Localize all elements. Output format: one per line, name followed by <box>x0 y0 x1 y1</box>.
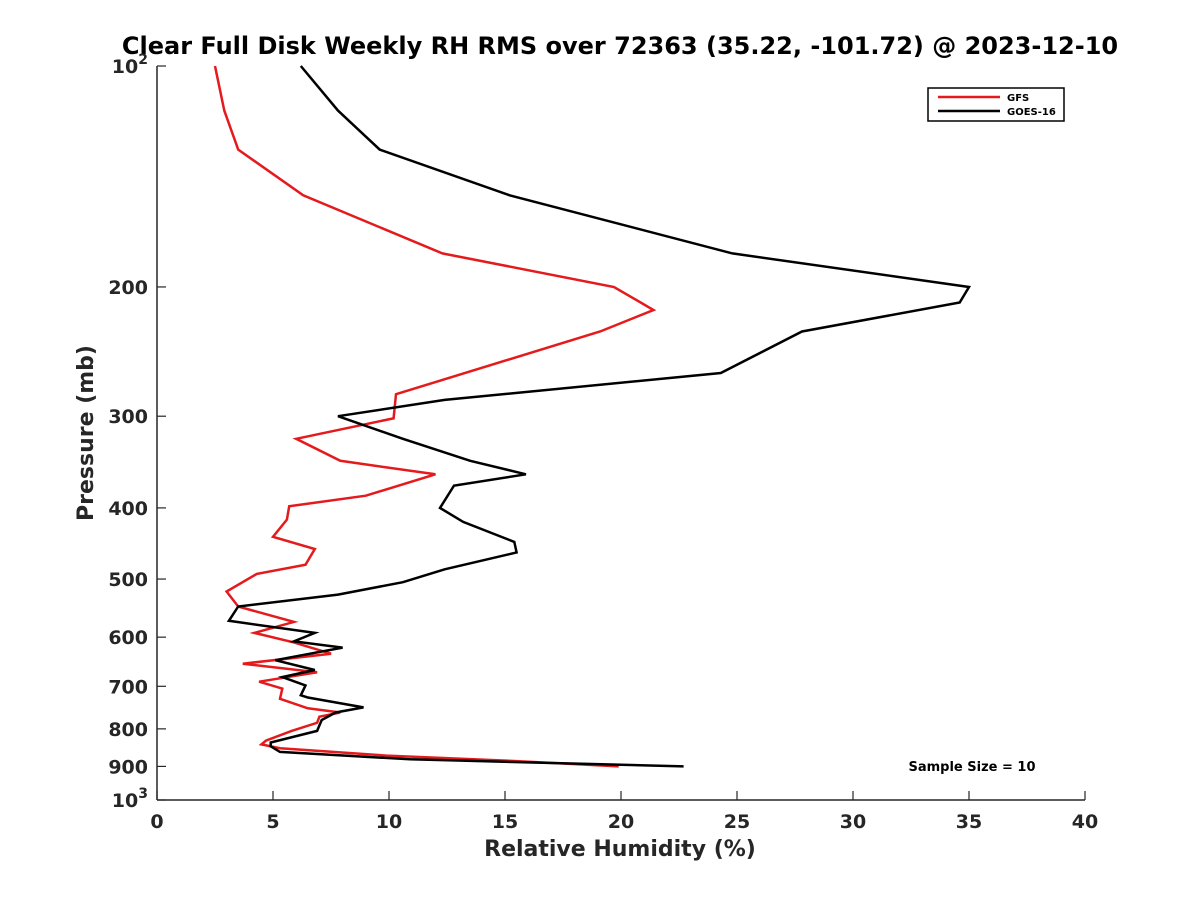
y-tick-label-900: 900 <box>108 756 148 778</box>
y-tick-label-600: 600 <box>108 627 148 649</box>
series-line-gfs <box>213 65 657 768</box>
x-tick-label-10: 10 <box>376 811 402 833</box>
y-tick-label-800: 800 <box>108 719 148 741</box>
sample-size-annotation: Sample Size = 10 <box>908 760 1035 775</box>
x-tick-label-20: 20 <box>608 811 634 833</box>
y-tick-label-1000: 103 <box>112 786 148 812</box>
x-tick-label-5: 5 <box>266 811 279 833</box>
y-tick-label-200: 200 <box>108 277 148 299</box>
legend-label-goes-16: GOES-16 <box>1007 107 1056 118</box>
legend-box <box>927 87 1065 122</box>
x-tick-label-0: 0 <box>150 811 163 833</box>
chart-title: Clear Full Disk Weekly RH RMS over 72363… <box>122 32 1118 60</box>
y-axis-label: Pressure (mb) <box>74 345 99 521</box>
plot-area: 0 5 10 15 20 25 30 35 40 102 200 300 400 500 600 700 800… <box>108 52 1098 833</box>
x-tick-label-15: 15 <box>492 811 518 833</box>
x-tick-label-40: 40 <box>1072 811 1098 833</box>
x-tick-label-30: 30 <box>840 811 866 833</box>
y-tick-label-700: 700 <box>108 676 148 698</box>
y-tick-label-500: 500 <box>108 569 148 591</box>
x-axis-label: Relative Humidity (%) <box>484 837 756 862</box>
x-tick-label-35: 35 <box>956 811 982 833</box>
series-line-goes-16 <box>226 65 972 768</box>
y-tick-label-300: 300 <box>108 406 148 428</box>
y-tick-label-100: 102 <box>112 52 148 78</box>
y-tick-label-400: 400 <box>108 498 148 520</box>
x-tick-label-25: 25 <box>724 811 750 833</box>
legend-label-gfs: GFS <box>1007 93 1029 104</box>
